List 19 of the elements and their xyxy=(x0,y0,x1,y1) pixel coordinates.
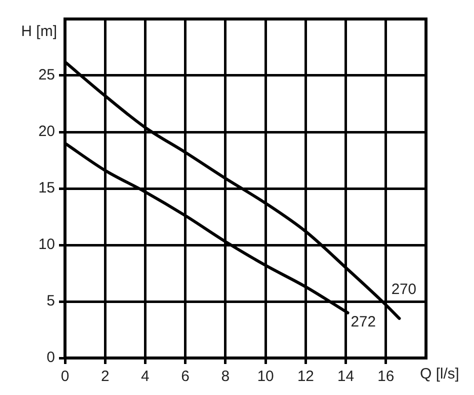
x-tick-label: 16 xyxy=(378,368,394,386)
y-tick-label: 20 xyxy=(38,123,55,140)
x-tick-label: 10 xyxy=(257,368,274,386)
y-tick-label: 15 xyxy=(38,180,55,197)
series-label: 272 xyxy=(350,313,376,330)
x-tick-label: 14 xyxy=(337,368,354,386)
x-tick-label: 2 xyxy=(100,368,110,386)
y-tick-label: 0 xyxy=(46,349,55,366)
x-tick-label: 0 xyxy=(60,368,70,386)
x-tick-label: 8 xyxy=(221,368,230,386)
x-tick-label: 6 xyxy=(181,368,190,386)
x-tick-label: 4 xyxy=(141,368,150,386)
series-label: 270 xyxy=(391,281,416,298)
y-tick-label: 10 xyxy=(38,236,55,254)
x-tick-label: 12 xyxy=(297,368,314,386)
x-axis-title: Q [l/s] xyxy=(420,366,460,383)
y-tick-label: 25 xyxy=(38,66,55,84)
y-tick-label: 5 xyxy=(46,292,55,310)
y-axis-title: H [m] xyxy=(21,23,57,40)
